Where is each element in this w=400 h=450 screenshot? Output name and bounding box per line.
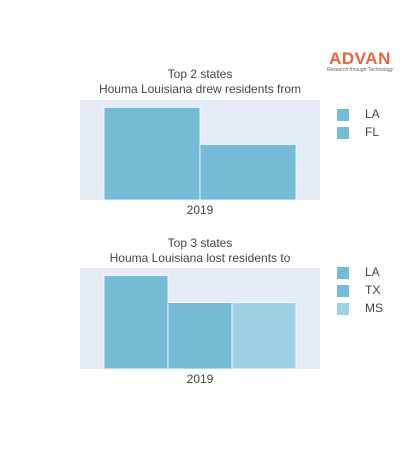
chart-2-x-tick: 2019	[186, 372, 214, 386]
legend-swatch	[337, 127, 349, 139]
legend-swatch	[337, 109, 349, 121]
chart-1-bars	[103, 107, 297, 200]
legend-label: TX	[365, 283, 381, 297]
legend-swatch	[337, 267, 349, 279]
legend-label: LA	[365, 107, 380, 121]
logo-tagline: Research through Technology	[326, 67, 394, 73]
chart-1-title: Top 2 states Houma Louisiana drew reside…	[80, 67, 320, 97]
chart-2-title: Top 3 states Houma Louisiana lost reside…	[80, 236, 320, 266]
chart-2-bars	[103, 275, 297, 369]
chart-2-bar-tx	[167, 302, 233, 369]
legend-swatch	[337, 285, 349, 297]
advan-logo: ADVAN Research through Technology	[326, 50, 394, 73]
chart-1-x-tick: 2019	[186, 203, 214, 217]
chart-2-plot-area	[80, 268, 320, 369]
chart-2-title-line-2: Houma Louisiana lost residents to	[109, 251, 291, 265]
legend-label: MS	[365, 301, 383, 315]
legend-swatch	[337, 303, 349, 315]
chart-1-title-line-2: Houma Louisiana drew residents from	[98, 82, 302, 96]
chart-1-plot-area	[80, 100, 320, 200]
chart-2-title-line-1: Top 3 states	[167, 236, 233, 250]
chart-1-bar-fl	[199, 144, 297, 200]
logo-wordmark: ADVAN	[329, 49, 391, 68]
chart-1-title-line-1: Top 2 states	[167, 67, 233, 81]
chart-1-bar-la	[103, 107, 201, 200]
legend-label: FL	[365, 125, 380, 139]
chart-2-bar-la	[103, 275, 169, 369]
legend-label: LA	[365, 265, 380, 279]
chart-2-bar-ms	[231, 302, 297, 369]
